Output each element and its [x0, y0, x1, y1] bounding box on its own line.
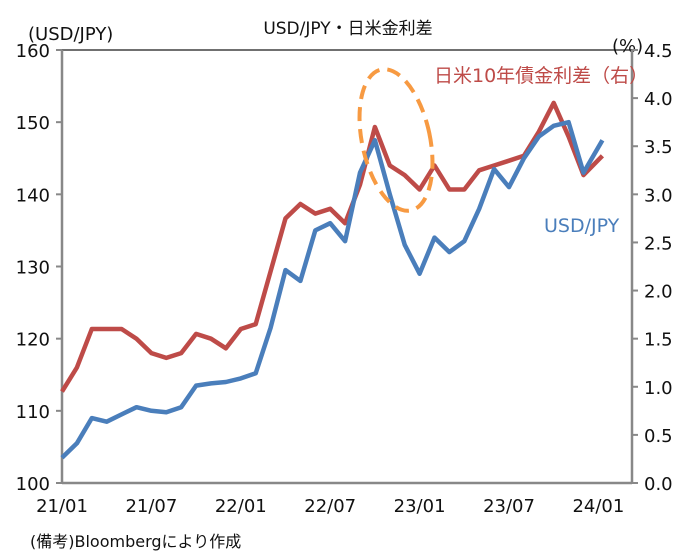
- left-tick-label: 110: [16, 402, 50, 423]
- left-axis-label: (USD/JPY): [28, 24, 113, 45]
- x-tick-label: 22/01: [215, 496, 267, 517]
- right-tick-label: 2.5: [644, 233, 673, 254]
- legend-spread: 日米10年債金利差（右）: [434, 65, 648, 87]
- right-tick-label: 0.0: [644, 474, 673, 495]
- x-tick-label: 23/01: [394, 496, 446, 517]
- right-tick-label: 3.0: [644, 185, 673, 206]
- usdjpy-line: [60, 119, 605, 460]
- left-tick-label: 130: [16, 258, 50, 279]
- right-tick-label: 1.0: [644, 378, 673, 399]
- highlight-ellipse: [357, 67, 435, 213]
- left-tick-label: 120: [16, 330, 50, 351]
- spread-line: [60, 100, 605, 393]
- right-tick-label: 1.5: [644, 330, 673, 351]
- right-tick-label: 0.5: [644, 426, 673, 447]
- right-tick-label: 3.5: [644, 137, 673, 158]
- right-tick-label: 4.0: [644, 89, 673, 110]
- chart-title: USD/JPY・日米金利差: [263, 19, 432, 39]
- right-axis-label: (%): [612, 36, 643, 57]
- right-tick-label: 2.0: [644, 282, 673, 303]
- left-tick-label: 140: [16, 185, 50, 206]
- x-tick-label: 22/07: [304, 496, 356, 517]
- left-tick-label: 160: [16, 41, 50, 62]
- right-tick-label: 4.5: [644, 41, 673, 62]
- x-tick-label: 23/07: [483, 496, 535, 517]
- x-tick-label: 24/01: [572, 496, 624, 517]
- x-tick-label: 21/07: [125, 496, 177, 517]
- footnote: (備考)Bloombergにより作成: [30, 532, 242, 551]
- legend-usdjpy: USD/JPY: [544, 215, 620, 237]
- left-tick-label: 100: [16, 474, 50, 495]
- left-tick-label: 150: [16, 113, 50, 134]
- x-tick-label: 21/01: [36, 496, 88, 517]
